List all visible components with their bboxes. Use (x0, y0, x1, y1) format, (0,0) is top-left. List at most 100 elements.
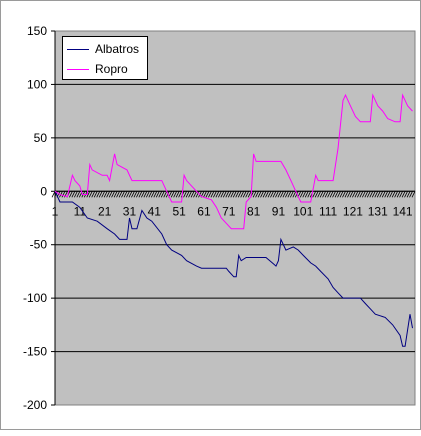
x-tick-label: 91 (272, 204, 286, 218)
x-tick (280, 191, 284, 198)
x-tick (275, 191, 279, 198)
x-tick (51, 191, 56, 198)
x-tick (225, 191, 230, 198)
x-tick (123, 191, 128, 198)
x-tick (205, 191, 210, 198)
x-tick (252, 191, 257, 198)
x-tick (247, 191, 252, 198)
x-tick (158, 191, 163, 198)
x-tick (235, 191, 240, 198)
x-tick (270, 191, 274, 198)
x-tick (98, 191, 103, 198)
x-tick (91, 191, 96, 198)
x-tick (347, 191, 351, 198)
x-tick-label: 31 (123, 204, 137, 218)
x-tick (292, 191, 297, 198)
x-tick (116, 191, 120, 198)
x-tick (150, 191, 155, 198)
x-tick (203, 191, 207, 198)
x-tick-label: 51 (172, 204, 186, 218)
x-tick (282, 191, 287, 198)
x-tick (183, 191, 187, 198)
x-tick (126, 191, 130, 198)
x-tick-label: 121 (343, 204, 363, 218)
legend-label-ropro: Ropro (95, 62, 128, 76)
x-tick (257, 191, 262, 198)
y-tick-label: 150 (27, 24, 47, 38)
x-tick (131, 191, 135, 198)
x-tick (352, 191, 356, 198)
x-tick (322, 191, 326, 198)
x-tick (195, 191, 200, 198)
x-tick-label: 21 (98, 204, 112, 218)
x-tick (190, 191, 195, 198)
x-tick (170, 191, 175, 198)
x-tick-label: 81 (247, 204, 261, 218)
x-tick (133, 191, 138, 198)
x-tick (396, 191, 401, 198)
x-tick-label: 101 (293, 204, 313, 218)
x-tick (371, 191, 376, 198)
y-tick-label: -100 (23, 291, 47, 305)
x-tick (406, 191, 411, 198)
x-tick (86, 191, 91, 198)
x-tick (103, 191, 108, 198)
x-tick (141, 191, 145, 198)
x-tick-label: 141 (393, 204, 413, 218)
x-tick (359, 191, 364, 198)
x-tick (255, 191, 259, 198)
x-tick (314, 191, 319, 198)
x-tick (245, 191, 250, 198)
x-tick (267, 191, 272, 198)
x-tick (265, 191, 269, 198)
x-tick (324, 191, 329, 198)
x-tick (287, 191, 292, 198)
x-tick-label: 71 (222, 204, 236, 218)
x-tick (88, 191, 93, 198)
x-tick (302, 191, 307, 198)
x-tick-label: 41 (148, 204, 162, 218)
x-tick (210, 191, 215, 198)
x-tick (76, 191, 81, 198)
x-tick (93, 191, 98, 198)
legend-swatch-albatros (67, 49, 89, 51)
x-tick (121, 191, 125, 198)
series-line-albatros (54, 191, 413, 347)
x-tick (374, 191, 379, 198)
x-tick-label: 1 (52, 204, 59, 218)
x-tick (260, 191, 264, 198)
y-tick-label: 100 (27, 77, 47, 91)
x-tick (329, 191, 334, 198)
x-tick (143, 191, 148, 198)
x-tick (237, 191, 242, 198)
x-tick (369, 191, 374, 198)
x-tick (272, 191, 277, 198)
x-tick (111, 191, 115, 198)
x-tick (337, 191, 341, 198)
x-tick (208, 191, 212, 198)
x-tick (153, 191, 158, 198)
x-tick-label: 111 (319, 204, 338, 218)
x-tick (155, 191, 160, 198)
x-tick (386, 191, 391, 198)
x-tick-label: 131 (368, 204, 388, 218)
x-tick (215, 191, 220, 198)
x-tick (349, 191, 354, 198)
x-tick (217, 191, 222, 198)
x-tick (145, 191, 150, 198)
legend: Albatros Ropro (62, 36, 148, 80)
x-tick (220, 191, 225, 198)
x-tick (108, 191, 113, 198)
x-tick (381, 191, 386, 198)
x-tick (73, 191, 78, 198)
legend-entry-ropro: Ropro (67, 60, 128, 78)
x-tick (364, 191, 369, 198)
x-tick (71, 191, 76, 198)
x-tick (240, 191, 245, 198)
series-lines (54, 93, 413, 347)
x-tick (277, 191, 282, 198)
x-tick (354, 191, 359, 198)
